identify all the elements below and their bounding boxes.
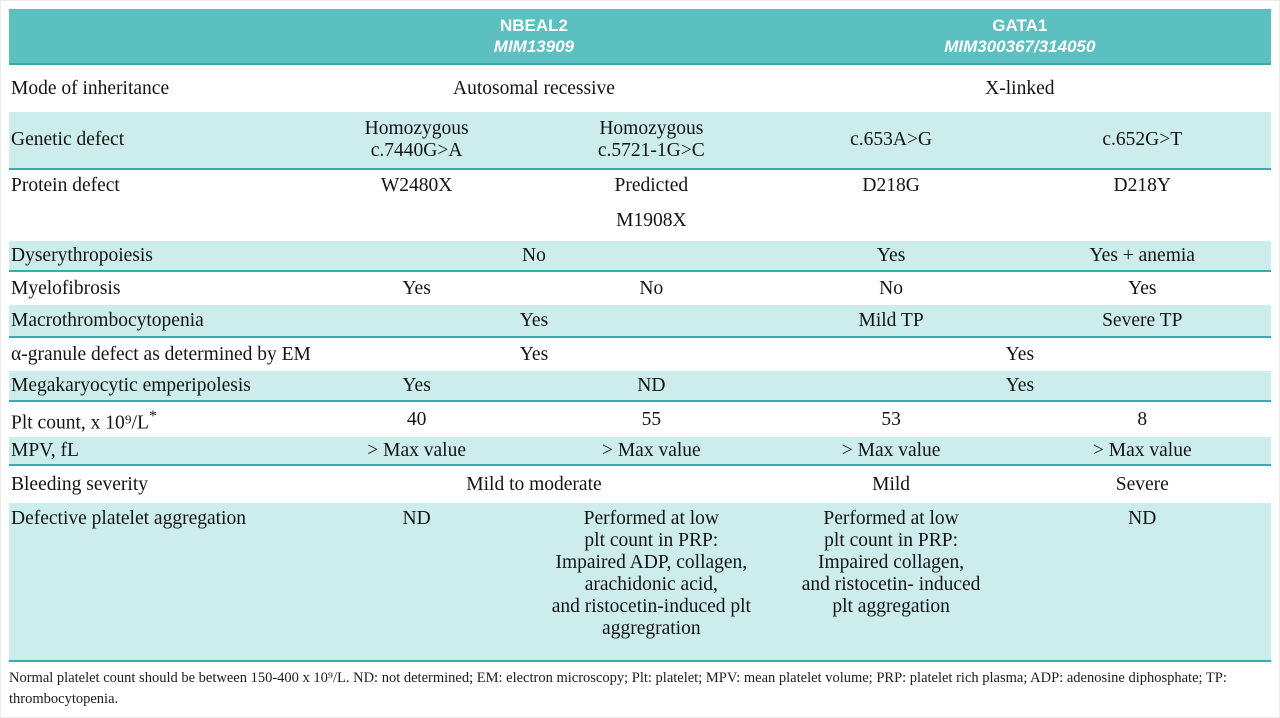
value-cell: c.653A>G xyxy=(768,112,1014,170)
header-group-nbeal2: NBEAL2 MIM13909 xyxy=(299,9,769,65)
value-line: c.5721-1G>C xyxy=(597,140,705,161)
value-cell: > Max value xyxy=(299,437,534,466)
mim-number: MIM300367/314050 xyxy=(944,37,1096,56)
row-label: Plt count, x 10⁹/L* xyxy=(11,406,158,434)
value-cell: 55 xyxy=(641,408,662,430)
row-label: Myelofibrosis xyxy=(11,277,121,299)
row-label: Macrothrombocytopenia xyxy=(9,305,300,338)
gene-name: GATA1 xyxy=(992,16,1048,35)
value-cell: Severe xyxy=(1115,473,1169,495)
value-cell: 40 xyxy=(406,408,427,430)
row-label: α-granule defect as determined by EM xyxy=(11,343,311,365)
table-row: MPV, fL > Max value > Max value > Max value… xyxy=(9,437,1271,466)
value-cell: Performed at low plt count in PRP: Impaire… xyxy=(533,503,769,662)
table-row: Plt count, x 10⁹/L* 40 55 53 8 xyxy=(9,401,1271,437)
value-line: Impaired collagen, xyxy=(818,552,965,573)
value-cell: Predicted M1908X xyxy=(534,169,769,241)
value-cell: X-linked xyxy=(985,77,1055,99)
value-line: arachidonic acid, xyxy=(584,574,718,595)
value-cell: Homozygous c.7440G>A xyxy=(299,112,534,170)
value-cell: Yes + anemia xyxy=(1013,241,1271,272)
table-row: Genetic defect Homozygous c.7440G>A Homozyg… xyxy=(9,112,1271,170)
value-cell: Yes xyxy=(299,371,534,402)
value-cell: c.652G>T xyxy=(1013,112,1271,170)
value-cell: No xyxy=(639,277,664,299)
value-cell: > Max value xyxy=(1013,437,1271,466)
value-cell: 8 xyxy=(1137,408,1148,430)
value-line: aggregration xyxy=(602,618,701,639)
header-group-gata1: GATA1 MIM300367/314050 xyxy=(768,9,1271,65)
value-cell: Mild TP xyxy=(768,305,1014,338)
table-row: Protein defect W2480X Predicted M1908X D218G… xyxy=(9,169,1271,241)
row-label: Dyserythropoiesis xyxy=(9,241,300,272)
value-cell: Yes xyxy=(519,343,549,365)
value-line: plt aggregation xyxy=(832,596,950,617)
row-label: Mode of inheritance xyxy=(11,77,170,99)
value-line: Homozygous xyxy=(599,118,704,139)
value-cell: Yes xyxy=(768,371,1271,402)
value-cell: No xyxy=(299,241,769,272)
value-line: Performed at low xyxy=(823,508,959,529)
value-cell: Yes xyxy=(768,241,1014,272)
gene-comparison-table: NBEAL2 MIM13909 GATA1 MIM300367/314050 M… xyxy=(9,9,1271,662)
mim-number: MIM13909 xyxy=(493,37,575,56)
table-row: Defective platelet aggregation ND Performe… xyxy=(9,503,1271,662)
value-cell: ND xyxy=(1013,503,1271,662)
value-line: Performed at low xyxy=(583,508,720,529)
value-cell: Homozygous c.5721-1G>C xyxy=(533,112,769,170)
value-line: c.7440G>A xyxy=(370,140,463,161)
row-label: MPV, fL xyxy=(9,437,300,466)
table-row: Macrothrombocytopenia Yes Mild TP Severe TP xyxy=(9,305,1271,338)
header-empty-cell xyxy=(9,9,300,65)
table-body: Mode of inheritance Autosomal recessive X-… xyxy=(9,64,1271,662)
value-cell: Yes xyxy=(1005,343,1035,365)
value-cell: Severe TP xyxy=(1013,305,1271,338)
value-cell: D218G xyxy=(862,175,920,196)
value-line: and ristocetin-induced plt xyxy=(551,596,751,617)
value-cell: > Max value xyxy=(768,437,1014,466)
value-line: Homozygous xyxy=(364,118,469,139)
value-cell: D218Y xyxy=(1113,175,1171,196)
value-cell: Autosomal recessive xyxy=(453,77,615,99)
value-cell: ND xyxy=(533,371,769,402)
value-cell: Yes xyxy=(402,277,431,299)
value-cell: W2480X xyxy=(380,175,453,196)
table-header: NBEAL2 MIM13909 GATA1 MIM300367/314050 xyxy=(9,9,1271,65)
value-cell: > Max value xyxy=(533,437,769,466)
footnote: Normal platelet count should be between … xyxy=(9,670,1227,707)
row-label: Genetic defect xyxy=(9,112,300,170)
value-cell: Mild xyxy=(872,473,911,495)
row-label: Protein defect xyxy=(11,175,120,196)
gene-name: NBEAL2 xyxy=(499,16,568,35)
value-cell: Mild to moderate xyxy=(466,473,602,495)
value-line: M1908X xyxy=(616,210,687,231)
value-line: plt count in PRP: xyxy=(824,530,958,551)
value-cell: Yes xyxy=(1128,277,1157,299)
table-row: Dyserythropoiesis No Yes Yes + anemia xyxy=(9,241,1271,272)
value-line: Predicted xyxy=(614,175,689,196)
value-line: Impaired ADP, collagen, xyxy=(555,552,748,573)
value-cell: Yes xyxy=(299,305,769,338)
table-row: Megakaryocytic emperipolesis Yes ND Yes xyxy=(9,371,1271,402)
row-label: Megakaryocytic emperipolesis xyxy=(9,371,300,402)
row-label: Defective platelet aggregation xyxy=(9,503,300,662)
table-row: Myelofibrosis Yes No No Yes xyxy=(9,271,1271,305)
value-cell: No xyxy=(879,277,904,299)
value-line: and ristocetin- induced xyxy=(801,574,981,595)
value-line: plt count in PRP: xyxy=(584,530,719,551)
footnote-marker: * xyxy=(148,406,158,425)
table-row: Mode of inheritance Autosomal recessive X-… xyxy=(9,64,1271,112)
value-cell: 53 xyxy=(881,408,901,430)
table-row: α-granule defect as determined by EM Yes Y… xyxy=(9,337,1271,371)
value-cell: Performed at low plt count in PRP: Impaire… xyxy=(768,503,1014,662)
row-label: Bleeding severity xyxy=(11,473,149,495)
value-cell: ND xyxy=(299,503,534,662)
table-row: Bleeding severity Mild to moderate Mild Sev… xyxy=(9,465,1271,503)
